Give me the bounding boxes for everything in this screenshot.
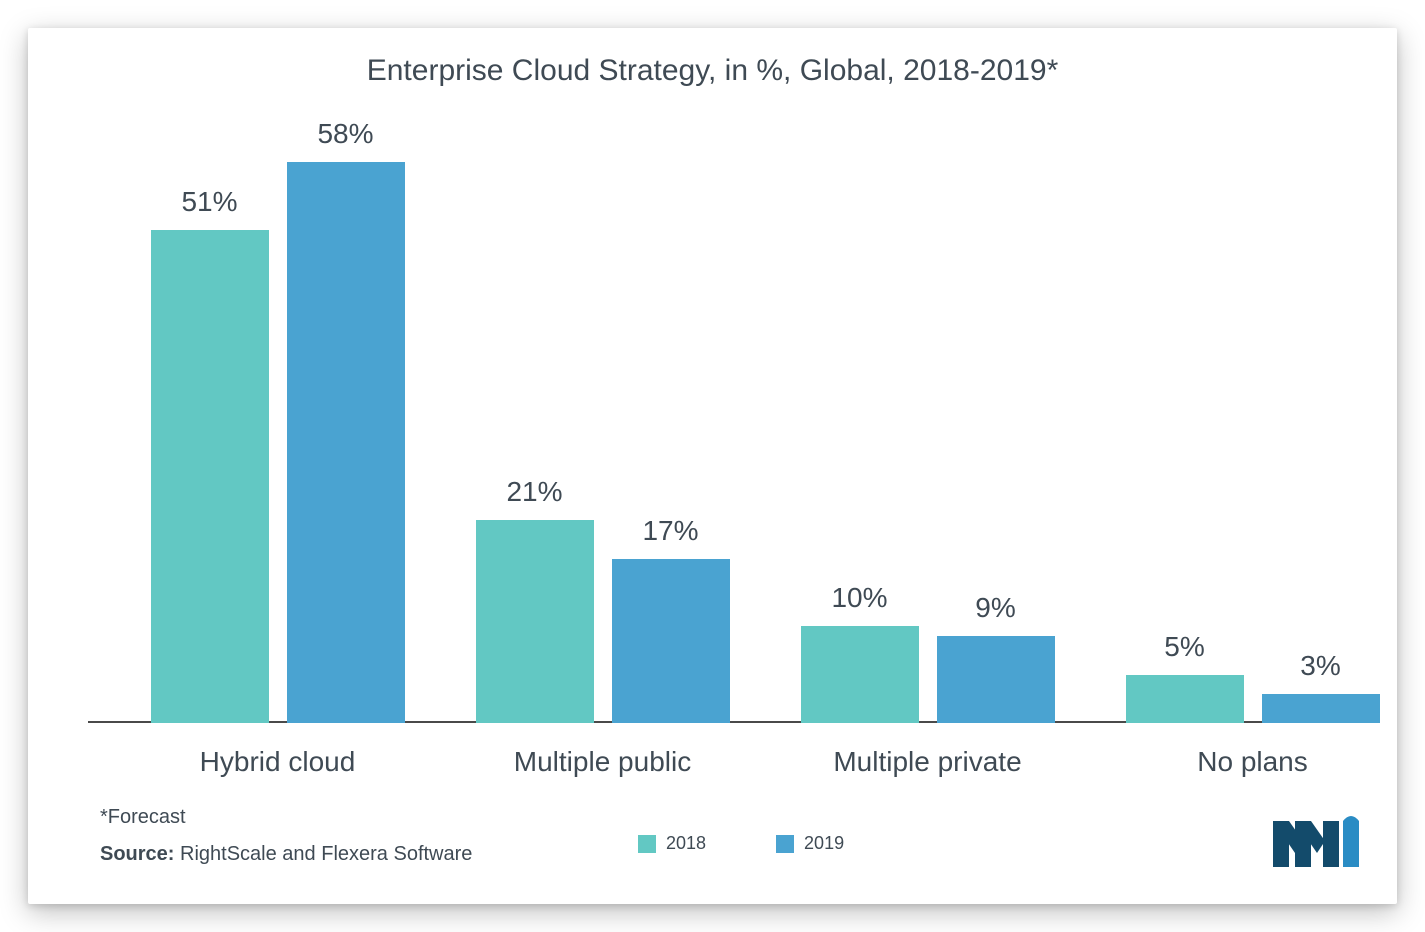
bar-value-label: 58% [317, 118, 373, 150]
x-axis-label: Hybrid cloud [200, 746, 356, 778]
bar-value-label: 9% [975, 592, 1015, 624]
legend-item-2018: 2018 [638, 833, 706, 854]
legend-swatch-2019 [776, 835, 794, 853]
bar-group: 21%17% [476, 520, 730, 723]
bar: 3% [1262, 694, 1380, 723]
legend-item-2019: 2019 [776, 833, 844, 854]
legend-label-2019: 2019 [804, 833, 844, 854]
legend-label-2018: 2018 [666, 833, 706, 854]
bar: 9% [937, 636, 1055, 723]
bar: 17% [612, 559, 730, 723]
bar-group: 51%58% [151, 162, 405, 723]
bar: 5% [1126, 675, 1244, 723]
bar-value-label: 51% [181, 186, 237, 218]
chart-title: Enterprise Cloud Strategy, in %, Global,… [28, 54, 1397, 88]
x-axis-label: No plans [1197, 746, 1308, 778]
bar-group: 5% 3% [1126, 675, 1380, 723]
bar-group: 10%9% [801, 626, 1055, 723]
source-line: Source: RightScale and Flexera Software [100, 843, 472, 866]
bar-value-label: 3% [1300, 650, 1340, 682]
x-axis-labels: Hybrid cloud Multiple public Multiple priv… [88, 746, 1338, 786]
x-axis-label: Multiple private [833, 746, 1021, 778]
bar: 51% [151, 230, 269, 723]
bar-value-label: 5% [1164, 631, 1204, 663]
source-text: RightScale and Flexera Software [180, 843, 472, 865]
bar: 58% [287, 162, 405, 723]
source-label: Source: [100, 843, 174, 865]
legend-swatch-2018 [638, 835, 656, 853]
forecast-note: *Forecast [100, 806, 472, 829]
bar: 10% [801, 626, 919, 723]
mi-logo-icon [1273, 811, 1359, 872]
bar-value-label: 17% [642, 515, 698, 547]
x-axis-label: Multiple public [514, 746, 691, 778]
bar: 21% [476, 520, 594, 723]
bar-value-label: 21% [506, 476, 562, 508]
footer: *Forecast Source: RightScale and Flexera… [100, 806, 472, 866]
bar-value-label: 10% [831, 582, 887, 614]
legend: 2018 2019 [638, 833, 844, 854]
plot-area: 51%58%21%17%10%9%5%3% [88, 143, 1338, 723]
chart-card: Enterprise Cloud Strategy, in %, Global,… [28, 28, 1397, 904]
